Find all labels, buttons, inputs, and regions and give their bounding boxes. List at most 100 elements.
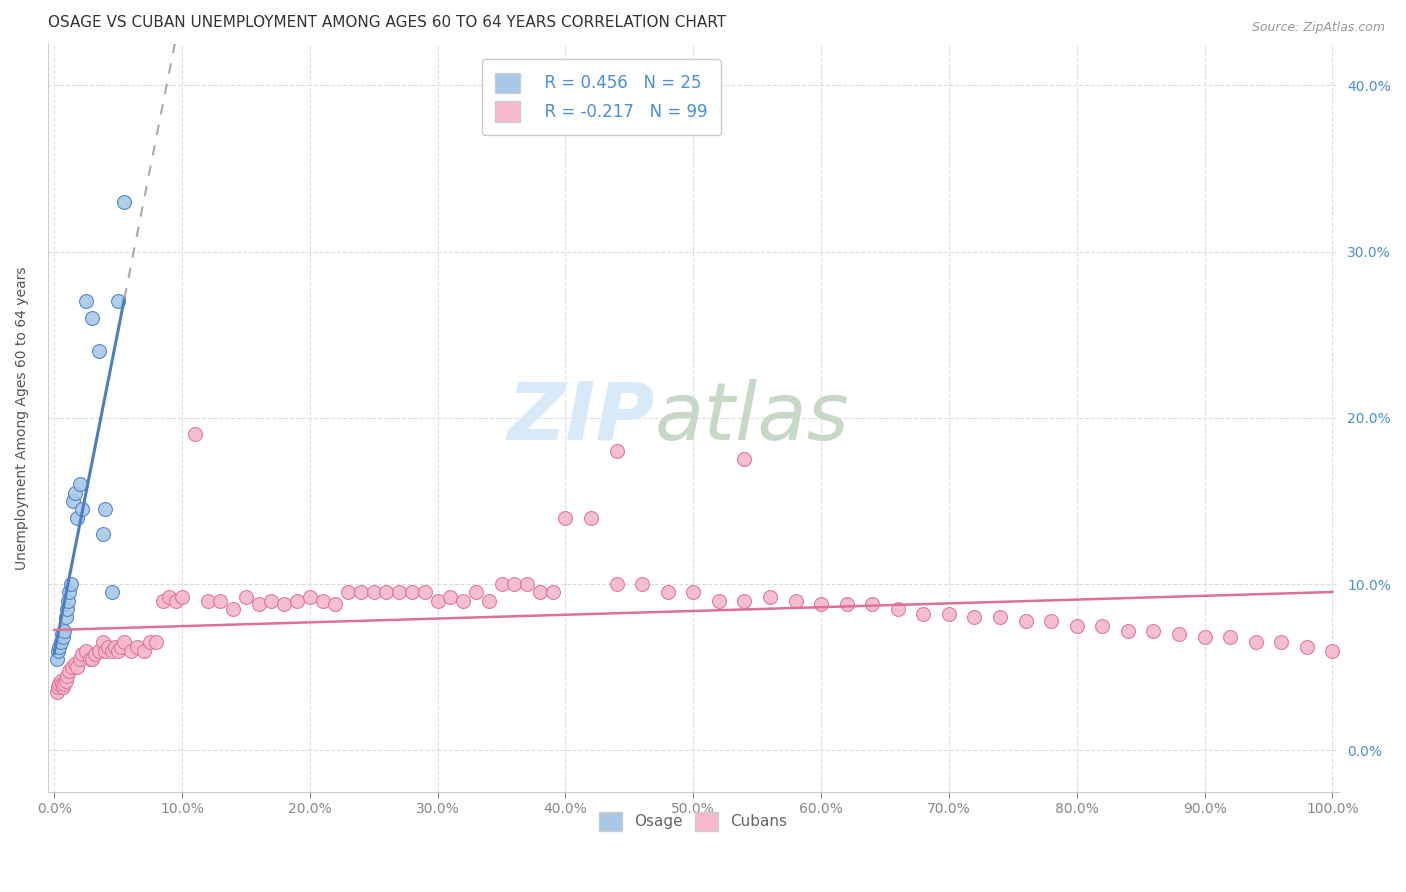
Point <box>1142 624 1164 638</box>
Point <box>55 673 77 688</box>
Text: ZIP: ZIP <box>508 379 655 457</box>
Point <box>58 585 80 599</box>
Point <box>127 640 149 655</box>
Point <box>682 585 704 599</box>
Point <box>1040 614 1063 628</box>
Point <box>51 627 73 641</box>
Point <box>100 585 122 599</box>
Text: atlas: atlas <box>655 379 849 457</box>
Point <box>1091 618 1114 632</box>
Point <box>51 677 73 691</box>
Point <box>63 657 86 671</box>
Point <box>69 477 91 491</box>
Point <box>247 597 270 611</box>
Point <box>835 597 858 611</box>
Point <box>58 593 80 607</box>
Point <box>260 593 283 607</box>
Point <box>107 294 129 309</box>
Point <box>45 652 67 666</box>
Point <box>491 577 513 591</box>
Point <box>298 591 321 605</box>
Point <box>375 585 398 599</box>
Point <box>451 593 474 607</box>
Point <box>48 640 70 655</box>
Point <box>529 585 551 599</box>
Point <box>165 593 187 607</box>
Point <box>45 685 67 699</box>
Point <box>139 635 162 649</box>
Point <box>733 593 755 607</box>
Point <box>465 585 488 599</box>
Point <box>94 643 117 657</box>
Point <box>46 643 69 657</box>
Point <box>84 647 107 661</box>
Point <box>62 494 84 508</box>
Point <box>56 602 79 616</box>
Point <box>69 652 91 666</box>
Point <box>1116 624 1139 638</box>
Point <box>79 652 101 666</box>
Point <box>63 485 86 500</box>
Point <box>606 444 628 458</box>
Point <box>87 344 110 359</box>
Point <box>104 640 127 655</box>
Point <box>94 502 117 516</box>
Legend: Osage, Cubans: Osage, Cubans <box>593 805 793 837</box>
Point <box>120 643 142 657</box>
Point <box>53 677 76 691</box>
Point <box>579 510 602 524</box>
Point <box>963 610 986 624</box>
Point <box>285 593 308 607</box>
Point <box>1168 627 1191 641</box>
Point <box>478 593 501 607</box>
Point <box>541 585 564 599</box>
Point <box>554 510 576 524</box>
Point <box>887 602 910 616</box>
Point <box>152 593 174 607</box>
Point <box>912 607 935 621</box>
Point <box>657 585 679 599</box>
Y-axis label: Unemployment Among Ages 60 to 64 years: Unemployment Among Ages 60 to 64 years <box>15 266 30 570</box>
Point <box>311 593 333 607</box>
Point <box>1295 640 1317 655</box>
Point <box>52 630 75 644</box>
Point <box>401 585 423 599</box>
Point <box>1322 643 1344 657</box>
Point <box>337 585 360 599</box>
Text: OSAGE VS CUBAN UNEMPLOYMENT AMONG AGES 60 TO 64 YEARS CORRELATION CHART: OSAGE VS CUBAN UNEMPLOYMENT AMONG AGES 6… <box>48 15 725 30</box>
Point <box>197 593 219 607</box>
Point <box>363 585 385 599</box>
Point <box>46 680 69 694</box>
Point <box>1244 635 1267 649</box>
Point <box>516 577 538 591</box>
Point <box>388 585 411 599</box>
Point <box>75 643 97 657</box>
Point <box>58 664 80 678</box>
Point <box>222 602 245 616</box>
Point <box>110 640 132 655</box>
Point <box>170 591 193 605</box>
Text: Source: ZipAtlas.com: Source: ZipAtlas.com <box>1251 21 1385 34</box>
Point <box>759 591 782 605</box>
Point <box>48 677 70 691</box>
Point <box>413 585 436 599</box>
Point <box>209 593 232 607</box>
Point <box>810 597 832 611</box>
Point <box>157 591 180 605</box>
Point <box>988 610 1011 624</box>
Point <box>860 597 883 611</box>
Point <box>100 643 122 657</box>
Point <box>91 527 114 541</box>
Point <box>82 311 104 326</box>
Point <box>132 643 155 657</box>
Point <box>53 624 76 638</box>
Point <box>1219 630 1241 644</box>
Point <box>426 593 449 607</box>
Point <box>49 635 72 649</box>
Point <box>55 610 77 624</box>
Point <box>785 593 807 607</box>
Point <box>114 635 136 649</box>
Point <box>1270 635 1292 649</box>
Point <box>1194 630 1216 644</box>
Point <box>733 452 755 467</box>
